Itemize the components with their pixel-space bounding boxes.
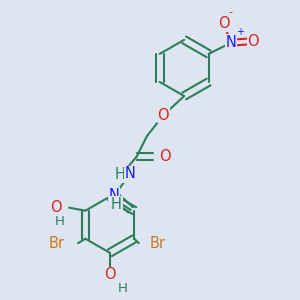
Text: O: O	[218, 16, 229, 31]
Text: H: H	[115, 167, 126, 182]
Text: O: O	[50, 200, 61, 215]
Text: Br: Br	[49, 236, 64, 251]
Text: H: H	[117, 282, 127, 296]
Text: O: O	[160, 149, 171, 164]
Text: O: O	[158, 108, 169, 123]
Text: Br: Br	[149, 236, 165, 251]
Text: +: +	[236, 27, 244, 37]
Text: N: N	[124, 166, 136, 181]
Text: O: O	[248, 34, 259, 49]
Text: H: H	[111, 197, 122, 212]
Text: O: O	[104, 268, 116, 283]
Text: H: H	[55, 215, 65, 228]
Text: N: N	[109, 188, 120, 202]
Text: N: N	[226, 35, 236, 50]
Text: -: -	[229, 8, 233, 17]
